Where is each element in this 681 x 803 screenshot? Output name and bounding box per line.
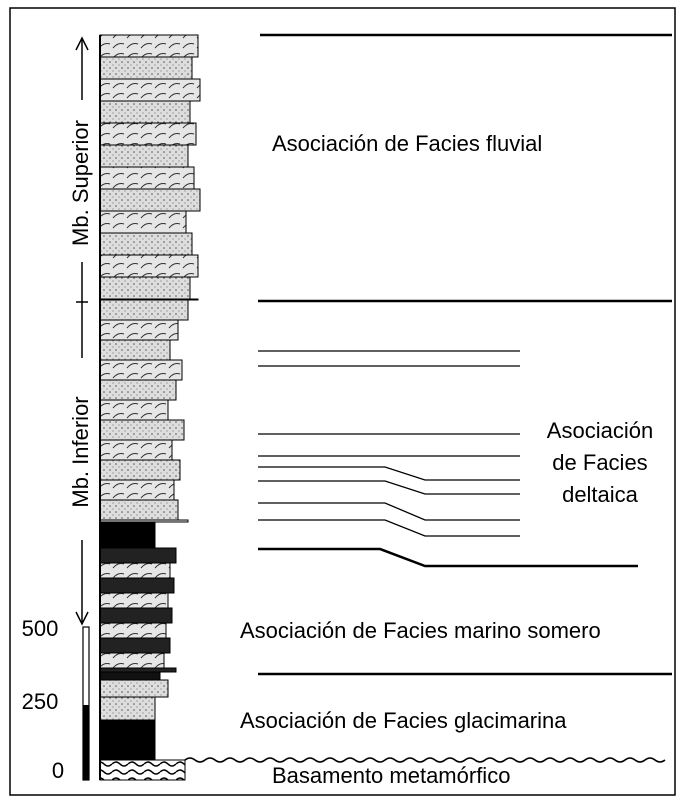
bed	[100, 145, 188, 167]
bed	[100, 233, 192, 255]
facies-label: deltaica	[562, 482, 639, 507]
bed	[100, 638, 170, 653]
bed	[100, 189, 200, 211]
bed	[100, 578, 174, 593]
bed	[100, 57, 192, 79]
bed	[100, 760, 185, 780]
bed	[100, 593, 168, 608]
scale-label: 0	[52, 758, 64, 783]
bed	[100, 255, 198, 277]
bed	[100, 653, 164, 668]
bed	[100, 360, 182, 380]
bed	[100, 672, 160, 680]
facies-label: Basamento metamórfico	[272, 763, 510, 788]
bed	[100, 608, 172, 623]
bed	[100, 720, 155, 760]
bed	[100, 300, 188, 320]
bed	[100, 680, 168, 697]
bed	[100, 668, 176, 672]
boundary-line	[258, 503, 520, 520]
bed	[100, 460, 180, 480]
bed	[100, 548, 176, 563]
page: Mb. Superior Mb. Inferior 500 250 0 Asoc…	[0, 0, 681, 803]
scale-label: 250	[22, 689, 59, 714]
boundary-line	[258, 549, 638, 566]
bed	[100, 277, 190, 299]
member-label: Mb. Superior	[68, 120, 93, 246]
bed	[100, 522, 155, 548]
bed	[100, 320, 178, 340]
bed	[100, 167, 194, 189]
facies-label: Asociación	[547, 418, 653, 443]
bed	[100, 420, 184, 440]
facies-label: Asociación de Facies fluvial	[272, 131, 542, 156]
bed	[100, 563, 170, 578]
unconformity	[185, 758, 665, 762]
bed	[100, 697, 155, 720]
bed	[100, 211, 186, 233]
bed	[100, 340, 170, 360]
facies-label: de Facies	[552, 450, 647, 475]
boundary-line	[258, 520, 520, 536]
stratigraphic-figure: Mb. Superior Mb. Inferior 500 250 0 Asoc…	[0, 0, 681, 803]
scale-bar-fill	[83, 705, 89, 780]
boundary-line	[258, 467, 520, 480]
scale-label: 500	[22, 616, 59, 641]
bed	[100, 79, 200, 101]
facies-label: Asociación de Facies marino somero	[240, 618, 601, 643]
bed	[100, 480, 174, 500]
boundary-line	[258, 481, 520, 494]
bed	[100, 440, 172, 460]
bed	[100, 35, 198, 57]
bed	[100, 400, 168, 420]
facies-label: Asociación de Facies glacimarina	[240, 708, 567, 733]
bed	[100, 623, 166, 638]
bed	[100, 101, 190, 123]
member-label: Mb. Inferior	[68, 396, 93, 507]
column	[100, 35, 200, 780]
bed	[100, 500, 178, 520]
bed	[100, 123, 196, 145]
bed	[100, 380, 176, 400]
